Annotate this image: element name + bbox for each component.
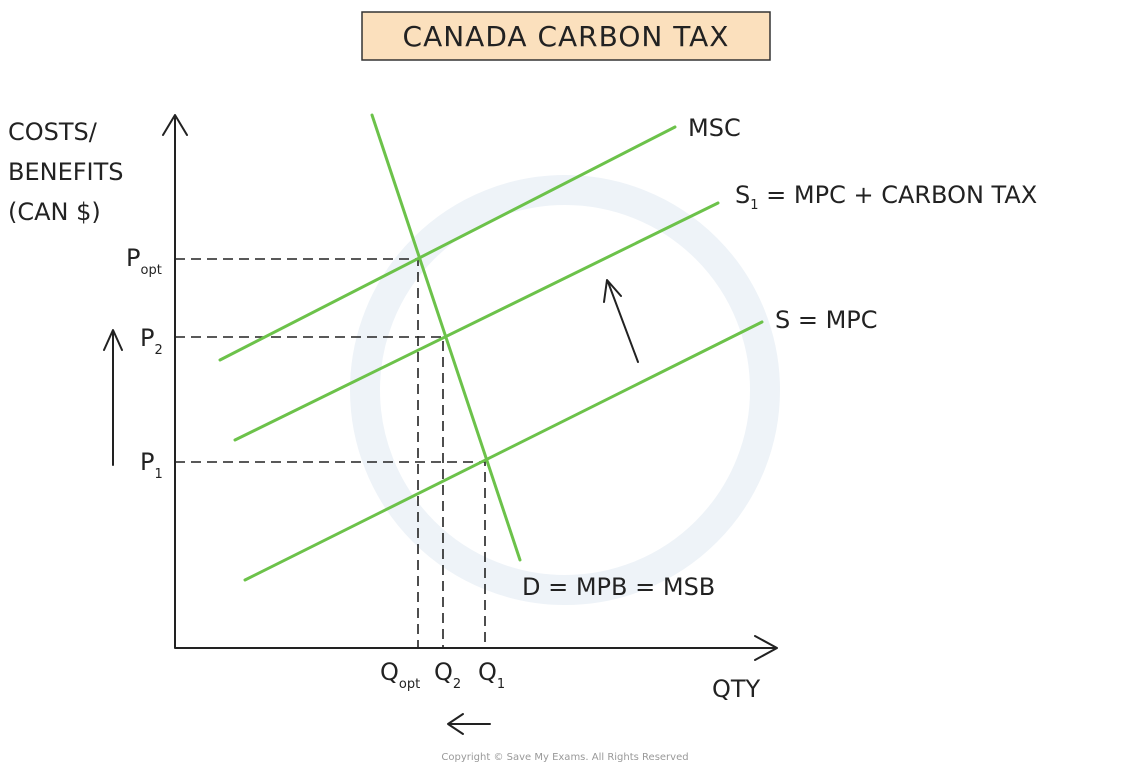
msc-curve [218,125,677,362]
x-arrowhead [754,635,778,661]
y-arrowhead [162,114,188,136]
y-axis-label: (CAN $) [8,198,101,226]
price-label: Popt [126,244,162,278]
x-axis-label: QTY [712,675,761,703]
watermark [350,175,780,605]
title: CANADA CARBON TAX [403,20,730,53]
p1-dashes [175,461,486,648]
s1-curve [233,201,720,442]
s1-label: S1 = MPC + CARBON TAX [735,181,1037,213]
quantity-label: Qopt [380,658,420,692]
price-label: P2 [140,324,163,358]
quantity-label: Q1 [478,658,505,692]
d-label: D = MPB = MSB [522,573,715,601]
s-curve [243,320,764,582]
quantity-label: Q2 [434,658,461,692]
price-label: P1 [140,448,163,482]
y-axis-label: BENEFITS [8,158,124,186]
quantity-left-arrow [447,713,491,735]
title-box [361,11,771,61]
price-up-arrow [103,329,123,466]
msc-label: MSC [688,114,741,142]
shift-arrow [603,279,639,363]
axes [174,117,776,649]
s-label: S = MPC [775,306,878,334]
y-axis-label: COSTS/ [8,118,98,146]
copyright: Copyright © Save My Exams. All Rights Re… [441,752,688,763]
